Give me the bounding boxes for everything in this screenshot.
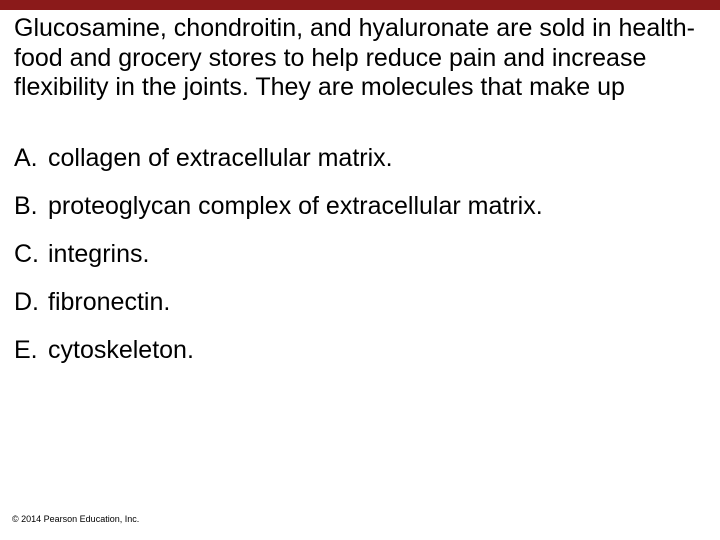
option-text: cytoskeleton.	[48, 335, 194, 365]
option-b: B. proteoglycan complex of extracellular…	[14, 191, 706, 221]
option-text: fibronectin.	[48, 287, 170, 317]
question-block: Glucosamine, chondroitin, and hyaluronat…	[0, 10, 720, 103]
option-e: E. cytoskeleton.	[14, 335, 706, 365]
question-text: Glucosamine, chondroitin, and hyaluronat…	[14, 14, 706, 103]
option-c: C. integrins.	[14, 239, 706, 269]
option-letter: B.	[14, 191, 48, 221]
option-letter: D.	[14, 287, 48, 317]
option-text: proteoglycan complex of extracellular ma…	[48, 191, 543, 221]
option-d: D. fibronectin.	[14, 287, 706, 317]
options-block: A. collagen of extracellular matrix. B. …	[0, 103, 720, 365]
option-a: A. collagen of extracellular matrix.	[14, 143, 706, 173]
option-letter: A.	[14, 143, 48, 173]
option-letter: E.	[14, 335, 48, 365]
top-accent-bar	[0, 0, 720, 10]
option-letter: C.	[14, 239, 48, 269]
copyright-notice: © 2014 Pearson Education, Inc.	[12, 514, 139, 524]
option-text: collagen of extracellular matrix.	[48, 143, 393, 173]
option-text: integrins.	[48, 239, 149, 269]
